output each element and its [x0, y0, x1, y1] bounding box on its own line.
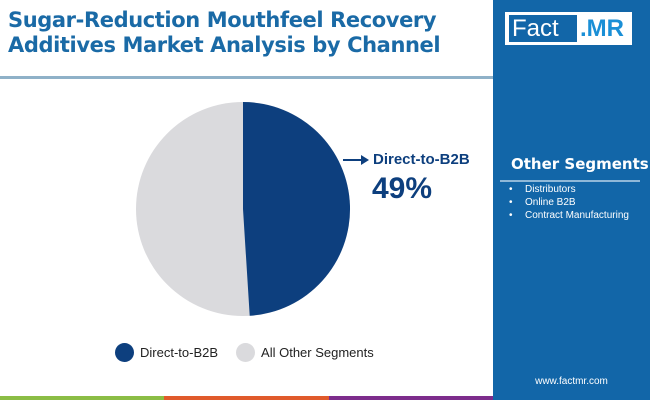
title-line-2: Additives Market Analysis by Channel — [8, 33, 441, 57]
logo-fact-text: Fact — [509, 15, 577, 42]
bullet-icon: • — [509, 184, 513, 195]
title-line-1: Sugar-Reduction Mouthfeel Recovery — [8, 8, 437, 32]
pie-chart — [136, 102, 351, 316]
website-url: www.factmr.com — [535, 376, 608, 387]
pie-slice-direct-to-b2b — [243, 102, 351, 316]
title-divider — [0, 76, 493, 79]
bottom-color-bar — [0, 396, 493, 400]
bullet-icon: • — [509, 197, 513, 208]
other-segments-title: Other Segments — [511, 155, 649, 173]
callout-leader-line — [343, 159, 363, 161]
bullet-icon: • — [509, 210, 513, 221]
bar-segment-orange — [164, 396, 329, 400]
chart-legend: Direct-to-B2B All Other Segments — [115, 343, 392, 362]
sidebar: Fact .MR Other Segments • Distributors • O… — [493, 0, 650, 400]
arrow-right-icon — [361, 155, 369, 165]
legend-swatch-icon — [115, 343, 134, 362]
legend-item-all-other-segments: All Other Segments — [236, 343, 374, 362]
other-segments-divider — [500, 180, 640, 182]
callout-value: 49% — [372, 172, 433, 205]
bar-segment-purple — [328, 396, 493, 400]
other-segments-list: • Distributors • Online B2B • Contract Manu… — [509, 183, 629, 222]
segment-item: • Online B2B — [509, 197, 576, 208]
segment-item: • Distributors — [509, 184, 576, 195]
logo-mr-text: .MR — [580, 14, 624, 42]
page-title: Sugar-Reduction Mouthfeel Recovery Addit… — [8, 8, 488, 58]
legend-item-direct-to-b2b: Direct-to-B2B — [115, 343, 218, 362]
factmr-logo: Fact .MR — [505, 12, 632, 45]
bar-segment-green — [0, 396, 165, 400]
legend-swatch-icon — [236, 343, 256, 362]
segment-item: • Contract Manufacturing — [509, 210, 629, 221]
callout-label: Direct-to-B2B — [373, 151, 470, 168]
